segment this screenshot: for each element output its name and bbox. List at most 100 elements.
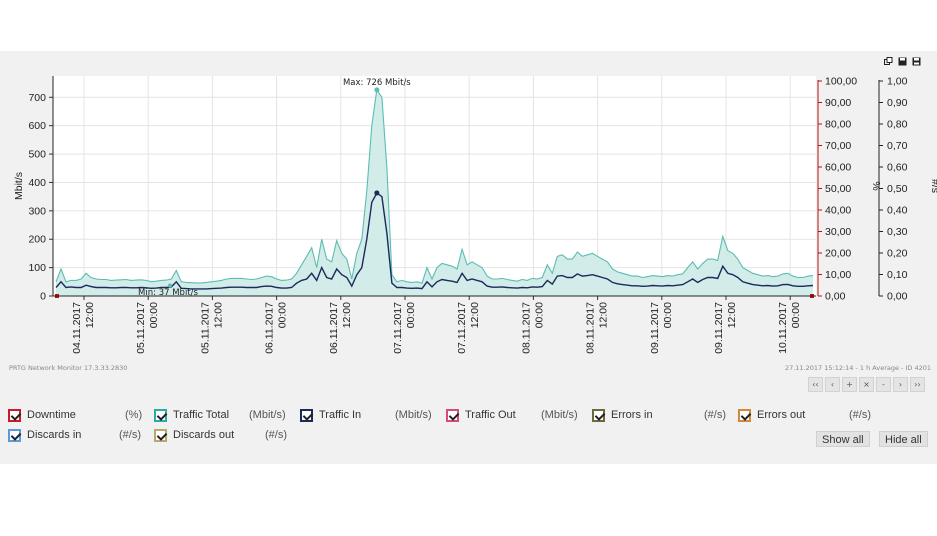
legend-unit-traffic-in: (Mbit/s) bbox=[395, 409, 432, 421]
x-tick-label-date: 09.11.2017 bbox=[649, 302, 661, 354]
y-right-tick-label: 0,80 bbox=[887, 119, 908, 131]
hide-all-button[interactable]: Hide all bbox=[879, 431, 928, 447]
legend-item-errors-out[interactable]: Errors out bbox=[738, 406, 805, 424]
max-annotation: Max: 726 Mbit/s bbox=[343, 78, 411, 88]
x-tick-label-time: 12:00 bbox=[341, 302, 353, 328]
y-right-tick-label: 0,90 bbox=[887, 97, 908, 109]
x-tick-label-time: 00:00 bbox=[662, 302, 674, 328]
legend-unit-downtime: (%) bbox=[125, 409, 143, 421]
y-mid-tick-label: 60,00 bbox=[825, 162, 851, 174]
chart-navigation: ‹‹ ‹ + × - › ›› bbox=[808, 377, 925, 392]
checkbox-errors-in[interactable] bbox=[592, 408, 605, 422]
x-tick-label-date: 06.11.2017 bbox=[328, 302, 340, 354]
y-axis-right-title: #/s bbox=[929, 179, 937, 193]
checkbox-traffic-in[interactable] bbox=[300, 408, 313, 422]
x-tick-label-time: 12:00 bbox=[598, 302, 610, 328]
y-right-tick-label: 0,50 bbox=[887, 183, 908, 195]
legend-item-discards-out[interactable]: Discards out bbox=[154, 426, 234, 444]
y-tick-label: 300 bbox=[28, 205, 46, 217]
legend-item-traffic-total[interactable]: Traffic Total bbox=[154, 406, 229, 424]
save-all-icon[interactable] bbox=[912, 57, 921, 66]
legend-label: Traffic Out bbox=[465, 409, 516, 421]
y-right-tick-label: 1,00 bbox=[887, 76, 908, 88]
show-all-button[interactable]: Show all bbox=[816, 431, 870, 447]
x-tick-label-date: 10.11.2017 bbox=[777, 302, 789, 354]
y-axis-mid-title: % bbox=[870, 181, 882, 190]
max-in-marker bbox=[374, 190, 380, 196]
x-tick-label-date: 05.11.2017 bbox=[199, 302, 211, 354]
x-tick-label-date: 09.11.2017 bbox=[713, 302, 725, 354]
nav-last-button[interactable]: ›› bbox=[910, 377, 925, 392]
y-mid-tick-label: 90,00 bbox=[825, 97, 851, 109]
y-tick-label: 200 bbox=[28, 234, 46, 246]
x-tick-label-date: 06.11.2017 bbox=[264, 302, 276, 354]
min-annotation: Min: 37 Mbit/s bbox=[138, 288, 198, 298]
x-tick-label-date: 07.11.2017 bbox=[456, 302, 468, 354]
legend-label: Traffic In bbox=[319, 409, 362, 421]
legend-unit-discards-out: (#/s) bbox=[265, 429, 287, 441]
y-tick-label: 700 bbox=[28, 92, 46, 104]
y-mid-tick-label: 40,00 bbox=[825, 205, 851, 217]
legend-unit-traffic-out: (Mbit/s) bbox=[541, 409, 578, 421]
legend-label: Downtime bbox=[27, 409, 76, 421]
x-tick-label-time: 12:00 bbox=[469, 302, 481, 328]
save-icon[interactable] bbox=[898, 57, 907, 66]
checkbox-discards-in[interactable] bbox=[8, 428, 21, 442]
zoom-out-button[interactable]: - bbox=[876, 377, 891, 392]
legend-item-downtime[interactable]: Downtime bbox=[8, 406, 76, 424]
x-tick-label-time: 00:00 bbox=[533, 302, 545, 328]
legend-unit-errors-out: (#/s) bbox=[849, 409, 871, 421]
y-tick-label: 600 bbox=[28, 120, 46, 132]
nav-prev-button[interactable]: ‹ bbox=[825, 377, 840, 392]
checkbox-traffic-total[interactable] bbox=[154, 408, 167, 422]
legend-label: Traffic Total bbox=[173, 409, 230, 421]
x-tick-label-date: 05.11.2017 bbox=[135, 302, 147, 354]
x-tick-label-date: 08.11.2017 bbox=[520, 302, 532, 354]
y-mid-tick-label: 80,00 bbox=[825, 119, 851, 131]
nav-first-button[interactable]: ‹‹ bbox=[808, 377, 823, 392]
y-right-tick-label: 0,40 bbox=[887, 205, 908, 217]
x-tick-label-date: 04.11.2017 bbox=[71, 302, 83, 354]
y-tick-label: 500 bbox=[28, 149, 46, 161]
legend-item-traffic-out[interactable]: Traffic Out bbox=[446, 406, 516, 424]
checkbox-downtime[interactable] bbox=[8, 408, 21, 422]
window-icon[interactable] bbox=[884, 57, 893, 66]
x-tick-label-date: 07.11.2017 bbox=[392, 302, 404, 354]
legend-label: Errors in bbox=[611, 409, 653, 421]
y-tick-label: 100 bbox=[28, 262, 46, 274]
legend-unit-errors-in: (#/s) bbox=[704, 409, 726, 421]
y-tick-label: 0 bbox=[40, 291, 46, 303]
max-marker bbox=[374, 87, 380, 93]
y-right-tick-label: 0,30 bbox=[887, 226, 908, 238]
footer-timestamp: 27.11.2017 15:12:14 - 1 h Average - ID 4… bbox=[784, 364, 931, 372]
x-tick-label-time: 12:00 bbox=[212, 302, 224, 328]
zoom-in-button[interactable]: + bbox=[842, 377, 857, 392]
footer-version: PRTG Network Monitor 17.3.33.2830 bbox=[9, 364, 128, 372]
checkbox-traffic-out[interactable] bbox=[446, 408, 459, 422]
series-traffic-total-line bbox=[55, 88, 814, 284]
y-mid-tick-label: 0,00 bbox=[825, 291, 846, 303]
legend-item-traffic-in[interactable]: Traffic In bbox=[300, 406, 361, 424]
y-right-tick-label: 0,20 bbox=[887, 248, 908, 260]
min-marker bbox=[168, 283, 172, 288]
series-traffic-in-line bbox=[55, 191, 814, 290]
x-tick-label-date: 08.11.2017 bbox=[585, 302, 597, 354]
y-right-tick-label: 0,60 bbox=[887, 162, 908, 174]
legend-item-errors-in[interactable]: Errors in bbox=[592, 406, 653, 424]
reset-zoom-button[interactable]: × bbox=[859, 377, 874, 392]
legend-item-discards-in[interactable]: Discards in bbox=[8, 426, 81, 444]
legend-unit-traffic-total: (Mbit/s) bbox=[249, 409, 286, 421]
y-tick-label: 400 bbox=[28, 177, 46, 189]
y-right-tick-label: 0,70 bbox=[887, 140, 908, 152]
plot-area bbox=[53, 76, 816, 296]
y-axis-left-title: Mbit/s bbox=[13, 172, 25, 200]
checkbox-discards-out[interactable] bbox=[154, 428, 167, 442]
y-right-tick-label: 0,10 bbox=[887, 269, 908, 281]
y-mid-tick-label: 50,00 bbox=[825, 183, 851, 195]
series-traffic-total-area bbox=[56, 89, 813, 297]
nav-next-button[interactable]: › bbox=[893, 377, 908, 392]
x-tick-label-time: 00:00 bbox=[277, 302, 289, 328]
checkbox-errors-out[interactable] bbox=[738, 408, 751, 422]
legend-label: Discards in bbox=[27, 429, 82, 441]
x-tick-label-time: 12:00 bbox=[726, 302, 738, 328]
